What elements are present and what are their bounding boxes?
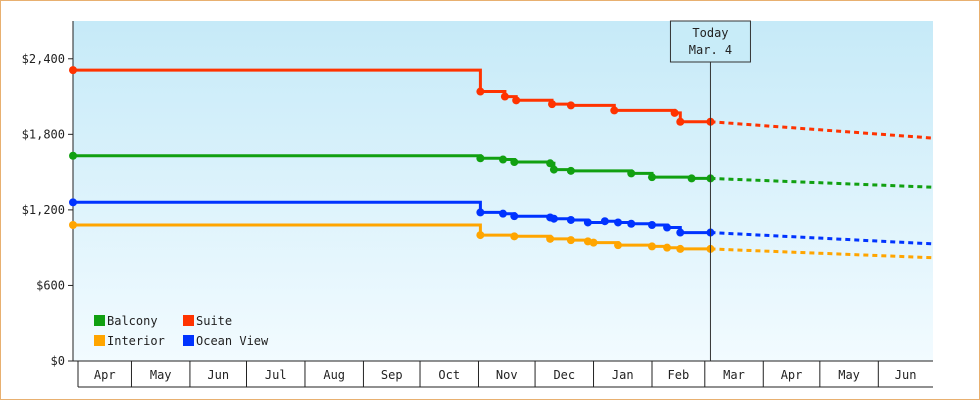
data-point-suite — [676, 117, 685, 126]
data-point-ocean-view — [510, 212, 519, 221]
y-tick-label: $0 — [51, 354, 65, 368]
x-tick-label: Apr — [781, 368, 803, 382]
data-point-balcony — [627, 169, 636, 178]
today-date: Mar. 4 — [689, 43, 732, 57]
legend-label-interior: Interior — [107, 334, 165, 348]
legend-label-balcony: Balcony — [107, 314, 158, 328]
legend-swatch-ocean-view — [183, 335, 194, 346]
data-point-suite — [500, 92, 509, 101]
legend-label-suite: Suite — [196, 314, 232, 328]
data-point-ocean-view — [647, 221, 656, 229]
data-point-suite — [476, 87, 485, 96]
data-point-ocean-view — [600, 217, 609, 226]
data-point-suite — [548, 100, 557, 109]
series-forecast-balcony — [710, 176, 934, 189]
x-tick-label: Apr — [94, 368, 116, 382]
data-point-balcony — [566, 166, 575, 175]
x-tick-label: Feb — [668, 368, 690, 382]
data-point-interior — [476, 231, 485, 240]
data-point-interior — [647, 242, 656, 251]
x-tick-label: Oct — [438, 368, 460, 382]
data-point-ocean-view — [476, 208, 485, 217]
x-tick-label: Sep — [381, 368, 403, 382]
x-tick-label: Jul — [265, 368, 287, 382]
data-point-balcony — [687, 174, 696, 183]
y-tick-label: $1,200 — [22, 203, 65, 217]
x-tick-label: Jun — [207, 368, 229, 382]
y-tick-label: $600 — [36, 278, 65, 292]
data-point-balcony — [499, 155, 507, 164]
legend-swatch-suite — [183, 315, 194, 326]
data-point-ocean-view — [663, 223, 672, 232]
x-tick-label: Jun — [895, 368, 917, 382]
data-point-interior — [566, 236, 575, 245]
series-forecast-interior — [710, 247, 934, 260]
data-point-ocean-view — [499, 209, 507, 218]
x-axis: Apr May Jun Jul Aug Sep Oct Nov Dec Jan Feb Mar Apr M… — [73, 360, 933, 388]
plot-background — [73, 21, 933, 361]
data-point-interior — [510, 232, 519, 241]
data-point-balcony — [510, 158, 519, 167]
series-forecast-suite — [710, 120, 934, 140]
data-point-interior — [589, 238, 598, 247]
data-point-interior — [546, 234, 555, 243]
data-point-interior — [69, 221, 77, 229]
data-point-ocean-view — [69, 198, 77, 207]
x-tick-label: May — [150, 368, 172, 382]
data-point-suite — [670, 108, 679, 117]
data-point-ocean-view — [627, 219, 636, 228]
data-point-suite — [566, 101, 575, 110]
series-forecast-ocean-view — [710, 231, 934, 246]
x-tick-label: Aug — [323, 368, 345, 382]
series-layer — [69, 66, 934, 260]
data-point-ocean-view — [676, 228, 685, 237]
data-point-balcony — [546, 159, 555, 168]
data-point-ocean-view — [614, 218, 623, 227]
legend-swatch-balcony — [94, 315, 105, 326]
legend: Balcony Suite Interior Ocean View — [94, 314, 269, 348]
data-point-suite — [69, 66, 77, 75]
data-point-suite — [512, 96, 521, 105]
data-point-balcony — [476, 154, 485, 163]
today-label: Today — [692, 26, 728, 40]
x-tick-label: Dec — [553, 368, 575, 382]
data-point-ocean-view — [583, 218, 592, 227]
data-point-suite — [610, 106, 619, 115]
y-axis: $0 $600 $1,200 $1,800 $2,400 — [22, 21, 74, 368]
data-point-interior — [663, 243, 672, 252]
today-box — [669, 20, 751, 63]
x-tick-label: May — [838, 368, 860, 382]
data-point-interior — [614, 241, 623, 250]
y-tick-label: $2,400 — [22, 52, 65, 66]
data-point-ocean-view — [549, 214, 558, 223]
legend-label-ocean-view: Ocean View — [196, 334, 269, 348]
legend-swatch-interior — [94, 335, 105, 346]
x-tick-label: Nov — [496, 368, 518, 382]
data-point-balcony — [549, 165, 558, 174]
x-tick-label: Jan — [612, 368, 634, 382]
today-marker: Today Mar. 4 — [669, 20, 751, 361]
data-point-interior — [676, 244, 685, 253]
data-point-balcony — [69, 151, 77, 160]
y-tick-label: $1,800 — [22, 127, 65, 141]
data-point-ocean-view — [566, 215, 575, 224]
x-tick-label: Mar — [723, 368, 745, 382]
data-point-balcony — [647, 173, 656, 182]
